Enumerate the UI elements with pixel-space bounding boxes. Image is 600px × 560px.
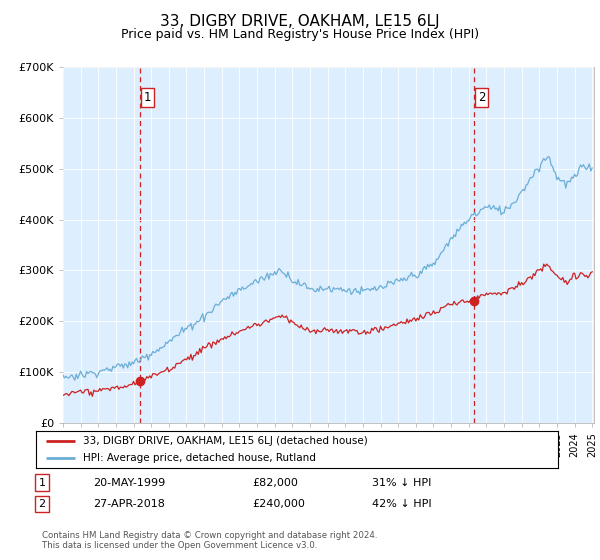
- Text: Contains HM Land Registry data © Crown copyright and database right 2024.
This d: Contains HM Land Registry data © Crown c…: [42, 531, 377, 550]
- Text: 1: 1: [38, 478, 46, 488]
- Text: Price paid vs. HM Land Registry's House Price Index (HPI): Price paid vs. HM Land Registry's House …: [121, 28, 479, 41]
- Text: 33, DIGBY DRIVE, OAKHAM, LE15 6LJ: 33, DIGBY DRIVE, OAKHAM, LE15 6LJ: [160, 14, 440, 29]
- Text: 2: 2: [38, 499, 46, 509]
- Text: £240,000: £240,000: [252, 499, 305, 509]
- Text: HPI: Average price, detached house, Rutland: HPI: Average price, detached house, Rutl…: [83, 453, 316, 463]
- Text: £82,000: £82,000: [252, 478, 298, 488]
- Text: 2: 2: [478, 91, 485, 104]
- Text: 1: 1: [143, 91, 151, 104]
- Text: 42% ↓ HPI: 42% ↓ HPI: [372, 499, 431, 509]
- Text: 31% ↓ HPI: 31% ↓ HPI: [372, 478, 431, 488]
- Text: 33, DIGBY DRIVE, OAKHAM, LE15 6LJ (detached house): 33, DIGBY DRIVE, OAKHAM, LE15 6LJ (detac…: [83, 436, 368, 446]
- Text: 20-MAY-1999: 20-MAY-1999: [93, 478, 165, 488]
- Text: 27-APR-2018: 27-APR-2018: [93, 499, 165, 509]
